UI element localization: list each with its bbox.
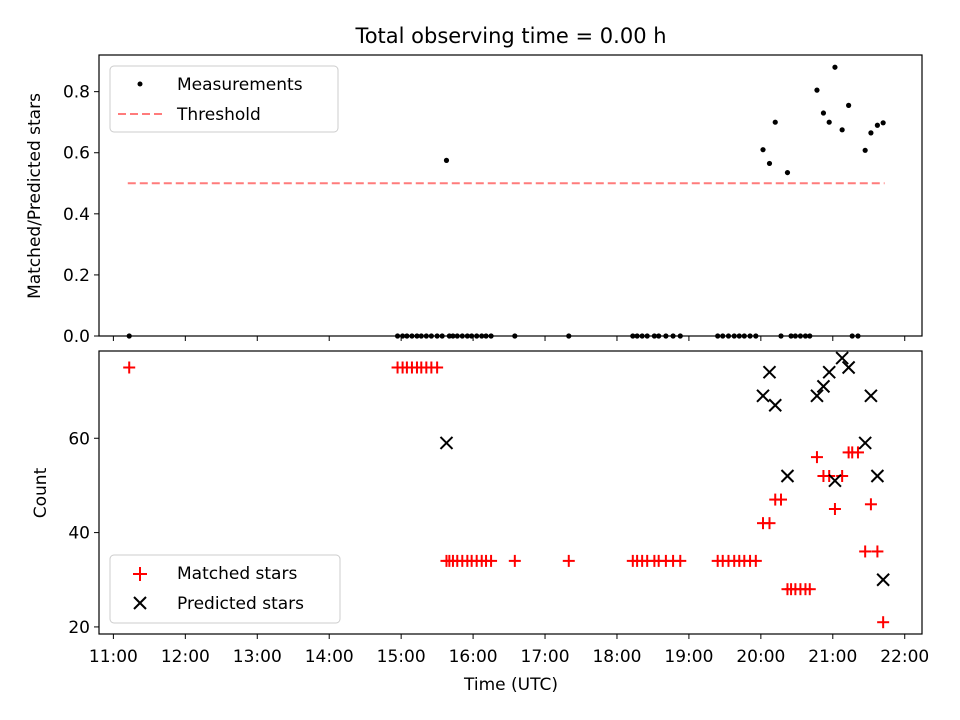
matched-star-point xyxy=(810,451,823,464)
top-legend: Measurements Threshold xyxy=(109,65,339,133)
top-ylabel: Matched/Predicted stars xyxy=(25,93,45,299)
predicted-star-point xyxy=(810,389,824,403)
bottom-xtick-label: 22:00 xyxy=(880,647,929,667)
bottom-plot-area: 20 40 60 11:00 12:00 13:00 14:00 15:00 16:00 17:… xyxy=(31,350,929,695)
bottom-xtick-label: 13:00 xyxy=(233,647,282,667)
predicted-star-point xyxy=(858,436,872,450)
measurement-point xyxy=(839,127,845,133)
bottom-xtick-label: 12:00 xyxy=(161,647,210,667)
legend-measurements-marker xyxy=(137,81,143,87)
predicted-star-point xyxy=(768,398,782,412)
matched-star-point xyxy=(836,469,849,482)
bottom-ytick-label: 20 xyxy=(68,618,90,638)
matched-star-point xyxy=(508,554,521,567)
legend-matched-marker xyxy=(133,567,147,581)
matched-star-point xyxy=(871,545,884,558)
matched-star-point xyxy=(763,517,776,530)
bottom-ylabel: Count xyxy=(31,467,51,518)
matched-star-point xyxy=(803,583,816,596)
predicted-star-point xyxy=(876,573,890,587)
bottom-xtick-label: 18:00 xyxy=(592,647,641,667)
predicted-star-point xyxy=(864,389,878,403)
matched-star-point xyxy=(877,616,890,629)
matched-star-point xyxy=(431,361,444,374)
matched-star-point xyxy=(864,498,877,511)
top-ytick-label: 0.8 xyxy=(63,83,90,103)
legend-predicted-marker xyxy=(133,596,147,610)
predicted-star-point xyxy=(835,351,849,365)
measurement-point xyxy=(846,102,852,108)
matched-star-point xyxy=(749,554,762,567)
bottom-xtick-label: 16:00 xyxy=(449,647,498,667)
predicted-star-point xyxy=(822,365,836,379)
top-plot-area: 0.00.20.40.60.8 Matched/Predicted stars … xyxy=(25,54,923,347)
legend-matched-label: Matched stars xyxy=(177,564,297,584)
measurement-point xyxy=(868,130,874,136)
bottom-legend: Matched stars Predicted stars xyxy=(109,554,341,624)
measurement-point xyxy=(832,64,838,70)
bottom-xtick-label: 11:00 xyxy=(89,647,138,667)
measurement-point xyxy=(874,122,880,128)
bottom-axes-frame xyxy=(98,350,923,635)
bottom-xtick-label: 19:00 xyxy=(664,647,713,667)
top-ytick-label: 0.0 xyxy=(63,327,90,347)
bottom-xtick-label: 14:00 xyxy=(305,647,354,667)
measurement-point xyxy=(772,119,778,125)
legend-measurements-label: Measurements xyxy=(177,75,303,95)
measurement-point xyxy=(862,147,868,153)
top-ytick-label: 0.2 xyxy=(63,266,90,286)
predicted-star-point xyxy=(841,360,856,375)
matched-star-point xyxy=(562,554,575,567)
bottom-ytick-label: 40 xyxy=(68,524,90,544)
matched-star-point xyxy=(851,446,864,459)
predicted-star-point xyxy=(762,365,777,379)
top-ytick-label: 0.6 xyxy=(63,144,90,164)
measurement-point xyxy=(784,169,791,176)
legend-predicted-label: Predicted stars xyxy=(177,594,304,614)
matched-star-point xyxy=(774,493,787,506)
matched-star-point xyxy=(674,554,687,567)
top-axes-frame xyxy=(98,54,923,337)
measurement-point xyxy=(814,87,820,93)
predicted-star-point xyxy=(828,474,842,488)
predicted-star-point xyxy=(816,379,831,394)
bottom-xlabel: Time (UTC) xyxy=(463,675,558,695)
measurement-point xyxy=(880,120,886,126)
measurement-point xyxy=(760,147,766,153)
measurement-point xyxy=(443,157,450,163)
matched-star-point xyxy=(123,361,136,374)
bottom-xtick-label: 21:00 xyxy=(808,647,857,667)
bottom-xtick-label: 15:00 xyxy=(377,647,426,667)
top-ytick-label: 0.4 xyxy=(63,205,90,225)
measurement-point xyxy=(826,119,832,125)
chart-title: Total observing time = 0.00 h xyxy=(354,24,666,48)
measurement-point xyxy=(766,160,773,167)
bottom-xtick-label: 20:00 xyxy=(736,647,785,667)
predicted-star-point xyxy=(870,469,885,483)
predicted-star-point xyxy=(756,389,770,403)
bottom-ytick-label: 60 xyxy=(68,429,90,449)
bottom-xtick-label: 17:00 xyxy=(521,647,570,667)
predicted-star-point xyxy=(780,469,795,483)
matched-star-point xyxy=(828,503,841,516)
predicted-star-point xyxy=(439,436,454,450)
legend-threshold-label: Threshold xyxy=(176,105,261,125)
matched-star-point xyxy=(859,545,872,558)
matched-star-point xyxy=(485,554,498,567)
measurement-point xyxy=(820,110,827,116)
